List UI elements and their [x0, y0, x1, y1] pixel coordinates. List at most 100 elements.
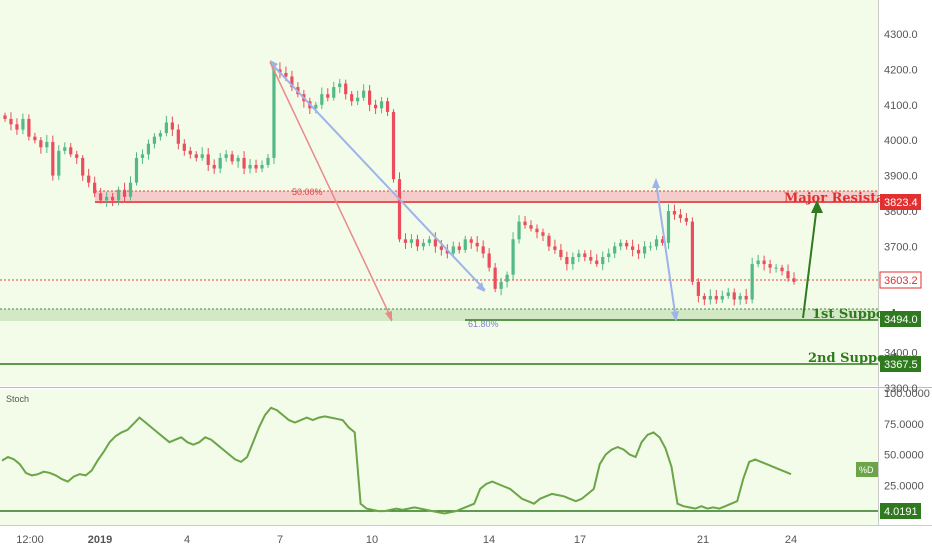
candle-body	[99, 193, 103, 201]
candle-body	[720, 295, 724, 300]
price-tick-label: 3700.0	[884, 241, 918, 253]
major-resistance-label: Major Resistance	[784, 191, 910, 206]
stoch-d-badge	[856, 462, 878, 477]
candle-body	[619, 242, 623, 247]
candle-body	[475, 242, 479, 247]
candle-body	[403, 239, 408, 243]
candle-body	[51, 141, 55, 176]
time-tick-label: 17	[574, 534, 586, 546]
candle-body	[368, 90, 372, 105]
candle-body	[565, 257, 569, 265]
stoch-axis-ticks: 100.0000 75.0000 50.0000 25.0000	[884, 388, 930, 492]
candle-body	[690, 221, 694, 282]
green-arrowhead	[811, 200, 823, 213]
candle-body	[320, 94, 324, 105]
candle-body	[756, 260, 760, 265]
candle-body	[702, 295, 706, 300]
candle-body	[726, 292, 730, 296]
candle-body	[678, 214, 683, 219]
candle-body	[200, 154, 204, 158]
candle-body	[206, 154, 210, 165]
stoch-value-badge-text: 4.0191	[884, 506, 918, 518]
candle-body	[146, 143, 151, 155]
blue-arrowhead-1	[476, 282, 485, 292]
candle-body	[385, 101, 390, 112]
time-tick-label: 7	[277, 534, 283, 546]
candle-body	[553, 246, 557, 250]
fib-50-label: 50.00%	[292, 187, 323, 197]
candle-body	[218, 157, 222, 169]
candle-body	[666, 211, 671, 243]
candle-body	[571, 257, 575, 265]
candle-body	[152, 136, 157, 144]
candle-body	[344, 83, 348, 95]
price-tick-label: 4200.0	[884, 64, 918, 76]
candle-body	[284, 72, 288, 77]
blue-arrow-2	[655, 181, 677, 321]
candle-body	[535, 228, 539, 233]
candle-body	[625, 242, 629, 247]
candles-group	[3, 62, 796, 306]
candle-body	[415, 239, 420, 247]
candle-body	[254, 164, 258, 169]
candle-body	[493, 267, 497, 289]
support-price-badge-text: 3494.0	[884, 314, 918, 326]
stoch-value-badge	[880, 503, 921, 519]
candle-body	[559, 249, 563, 258]
support-price-badge	[880, 311, 921, 327]
candle-body	[356, 97, 360, 102]
candle-body	[451, 246, 455, 254]
candle-body	[81, 157, 85, 176]
candle-body	[481, 246, 485, 254]
candle-body	[128, 182, 133, 197]
candle-body	[762, 260, 766, 265]
price-tick-label: 4100.0	[884, 100, 918, 112]
time-tick-label: 12:00	[16, 534, 44, 546]
candle-body	[3, 115, 7, 119]
candle-body	[421, 242, 426, 247]
candle-body	[774, 267, 778, 269]
blue-arrowhead-2-top	[652, 178, 660, 188]
stoch-title: Stoch	[6, 394, 29, 404]
candle-body	[182, 143, 186, 151]
first-support-label: 1st Support	[812, 307, 897, 322]
candle-body	[427, 239, 431, 243]
candle-body	[768, 264, 772, 268]
candle-body	[517, 221, 521, 240]
candle-body	[57, 150, 61, 176]
candle-body	[110, 196, 115, 201]
candle-body	[9, 118, 13, 125]
candle-body	[672, 211, 677, 215]
candle-body	[714, 295, 718, 300]
candle-body	[194, 154, 198, 158]
stoch-pane-background	[0, 389, 878, 525]
candle-body	[511, 239, 515, 275]
candle-body	[212, 164, 216, 169]
candle-body	[242, 157, 246, 169]
time-tick-label: 14	[483, 534, 495, 546]
candle-body	[439, 246, 443, 250]
candle-body	[696, 281, 700, 296]
candle-body	[105, 196, 109, 201]
candle-body	[116, 189, 121, 201]
candle-body	[248, 164, 252, 169]
time-tick-label: 24	[785, 534, 797, 546]
candle-body	[350, 94, 354, 102]
time-tick-label: 10	[366, 534, 378, 546]
red-arrow-1	[269, 61, 393, 321]
resistance-price-badge-text: 3823.4	[884, 197, 918, 209]
stoch-tick-label: 100.0000	[884, 388, 930, 400]
candle-body	[170, 122, 174, 130]
candle-body	[391, 111, 396, 180]
candle-body	[648, 246, 653, 248]
candle-body	[27, 118, 31, 137]
candle-body	[750, 264, 754, 300]
candle-body	[224, 154, 228, 158]
candle-body	[589, 257, 593, 261]
candle-body	[164, 122, 168, 134]
resistance-zone	[95, 191, 878, 203]
candle-body	[266, 157, 270, 165]
candle-body	[708, 295, 712, 300]
candle-body	[607, 253, 611, 258]
